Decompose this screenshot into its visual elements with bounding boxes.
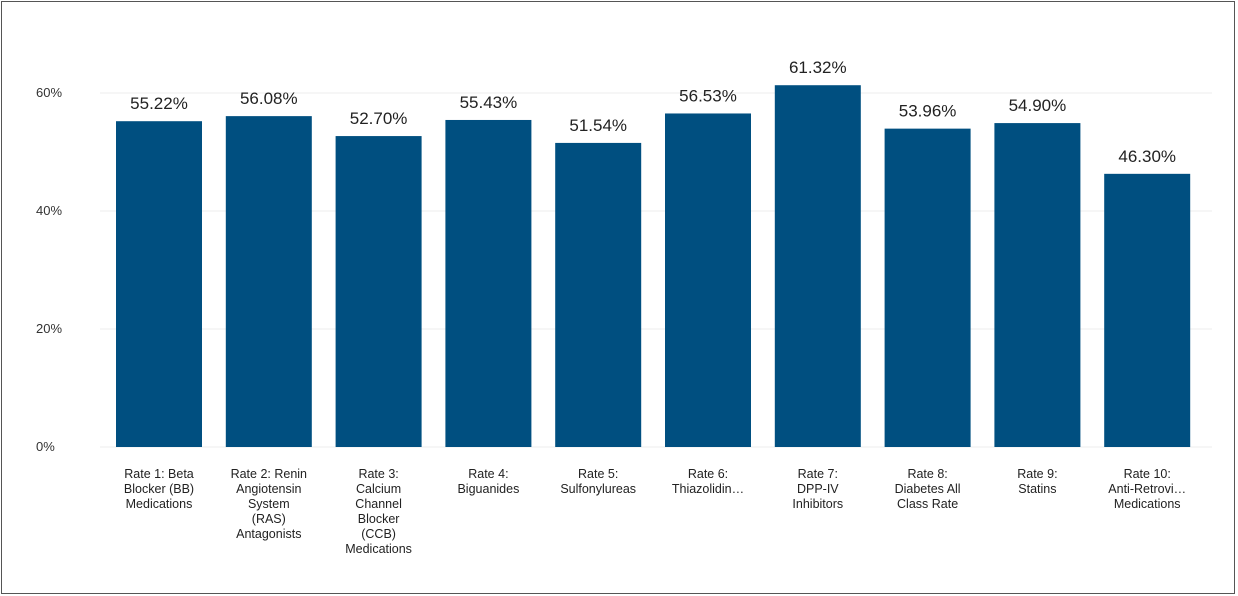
x-tick-label: Biguanides bbox=[457, 482, 519, 496]
bar bbox=[665, 113, 751, 448]
x-tick-label: Rate 5: bbox=[578, 467, 618, 481]
data-label: 61.32% bbox=[789, 58, 847, 77]
y-tick-label: 40% bbox=[36, 203, 62, 218]
x-tick-label: Blocker bbox=[358, 512, 400, 526]
bar bbox=[335, 136, 422, 447]
x-tick-label: (RAS) bbox=[252, 512, 286, 526]
x-tick-label: Medications bbox=[345, 542, 412, 556]
x-tick-label: Statins bbox=[1018, 482, 1056, 496]
bar bbox=[1104, 173, 1191, 447]
x-tick-label: Rate 9: bbox=[1017, 467, 1057, 481]
x-tick-label: Medications bbox=[1114, 497, 1181, 511]
data-label: 55.43% bbox=[460, 93, 518, 112]
x-tick-label: Rate 10: bbox=[1124, 467, 1171, 481]
x-tick-label: Blocker (BB) bbox=[124, 482, 194, 496]
y-tick-label: 60% bbox=[36, 85, 62, 100]
y-tick-label: 0% bbox=[36, 439, 55, 454]
bar bbox=[225, 116, 312, 448]
bar bbox=[116, 121, 202, 448]
bar bbox=[994, 123, 1081, 447]
x-tick-label: Rate 3: bbox=[358, 467, 398, 481]
x-tick-label: Thiazolidin… bbox=[672, 482, 744, 496]
x-tick-label: System bbox=[248, 497, 290, 511]
x-tick-label: Rate 2: Renin bbox=[231, 467, 307, 481]
x-tick-label: Anti-Retrovi… bbox=[1108, 482, 1186, 496]
x-tick-label: Rate 7: bbox=[798, 467, 838, 481]
data-label: 56.08% bbox=[240, 89, 298, 108]
bar bbox=[774, 85, 861, 447]
x-tick-label: Medications bbox=[126, 497, 193, 511]
data-label: 51.54% bbox=[569, 116, 627, 135]
x-tick-label: Class Rate bbox=[897, 497, 958, 511]
bar bbox=[445, 119, 532, 447]
x-tick-label: Calcium bbox=[356, 482, 401, 496]
x-tick-label: Angiotensin bbox=[236, 482, 301, 496]
x-tick-label: (CCB) bbox=[361, 527, 396, 541]
x-tick-label: Inhibitors bbox=[792, 497, 843, 511]
data-label: 56.53% bbox=[679, 86, 737, 105]
data-label: 54.90% bbox=[1009, 96, 1067, 115]
x-tick-label: Antagonists bbox=[236, 527, 301, 541]
x-tick-label: Rate 4: bbox=[468, 467, 508, 481]
x-tick-label: Channel bbox=[355, 497, 402, 511]
bar bbox=[555, 142, 642, 447]
data-label: 55.22% bbox=[130, 94, 188, 113]
bar bbox=[884, 128, 971, 448]
y-tick-label: 20% bbox=[36, 321, 62, 336]
x-tick-label: Rate 6: bbox=[688, 467, 728, 481]
x-tick-label: Sulfonylureas bbox=[560, 482, 636, 496]
x-tick-label: Rate 1: Beta bbox=[124, 467, 194, 481]
x-tick-label: Diabetes All bbox=[895, 482, 961, 496]
data-label: 53.96% bbox=[899, 102, 957, 121]
x-tick-label: Rate 8: bbox=[907, 467, 947, 481]
data-label: 46.30% bbox=[1118, 147, 1176, 166]
x-tick-label: DPP-IV bbox=[797, 482, 839, 496]
data-label: 52.70% bbox=[350, 109, 408, 128]
